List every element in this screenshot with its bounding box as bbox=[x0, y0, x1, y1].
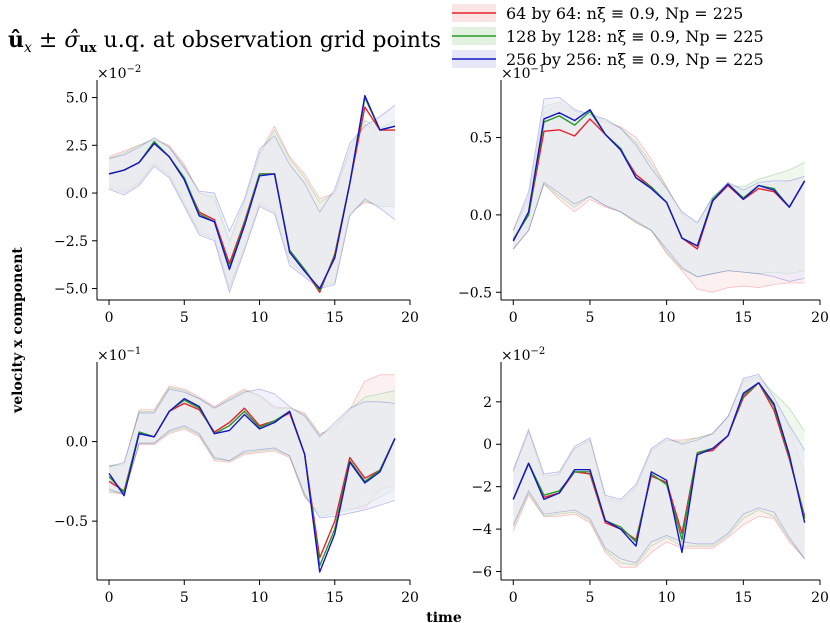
x-tick-label: 5 bbox=[180, 310, 189, 326]
x-tick-label: 5 bbox=[180, 590, 189, 606]
x-tick-label: 5 bbox=[585, 310, 594, 326]
plot-area bbox=[108, 374, 396, 573]
y-tick-label: 0.5 bbox=[470, 131, 492, 147]
y-tick-label: −6 bbox=[471, 565, 492, 581]
lower-bound-line bbox=[512, 494, 805, 568]
plot-area bbox=[512, 96, 806, 293]
x-axis-label: time bbox=[426, 610, 462, 623]
y-axis-label: velocity x component bbox=[10, 247, 26, 414]
axis-multiplier: ×10−1 bbox=[97, 346, 141, 364]
upper-bound-line bbox=[108, 104, 396, 233]
plot-area bbox=[512, 373, 806, 568]
subplot-panel: 0 5 10 15 20 −5.0 −2.5 0.0 2.5 5.0 ×10−2 bbox=[54, 64, 419, 326]
mean-line-256-by-256 bbox=[512, 382, 806, 554]
x-tick-label: 20 bbox=[401, 590, 419, 606]
y-tick-label: −0.5 bbox=[54, 514, 88, 530]
x-tick-label: 10 bbox=[251, 590, 269, 606]
lower-bound-line bbox=[108, 425, 396, 519]
x-tick-label: 0 bbox=[509, 310, 518, 326]
legend-label: 256 by 256: nξ ≡ 0.9, Np = 225 bbox=[506, 50, 764, 69]
lower-bound-line bbox=[512, 183, 805, 293]
axis-multiplier: ×10−1 bbox=[501, 64, 545, 82]
y-tick-label: 0.0 bbox=[470, 208, 492, 224]
axis-multiplier: ×10−2 bbox=[97, 64, 141, 82]
y-tick-label: −2.5 bbox=[54, 234, 88, 250]
figure-title: ûx ± σ̂ux u.q. at observation grid point… bbox=[8, 27, 441, 56]
y-tick-label: −5.0 bbox=[54, 282, 88, 298]
lower-bound-line bbox=[512, 490, 805, 564]
x-tick-label: 0 bbox=[509, 590, 518, 606]
subplot-panel: 0 5 10 15 20 −0.5 0.0 0.5 ×10−1 bbox=[458, 64, 829, 326]
upper-bound-line bbox=[512, 373, 806, 500]
mean-line-256-by-256 bbox=[108, 94, 396, 290]
y-tick-label: −4 bbox=[471, 522, 492, 538]
x-tick-label: 20 bbox=[811, 310, 829, 326]
uq-band-256-by-256 bbox=[513, 374, 805, 564]
x-tick-label: 15 bbox=[326, 310, 344, 326]
y-tick-label: 2.5 bbox=[66, 138, 88, 154]
uq-band-256-by-256 bbox=[513, 97, 805, 282]
legend-label: 128 by 128: nξ ≡ 0.9, Np = 225 bbox=[506, 27, 764, 46]
x-tick-label: 0 bbox=[105, 310, 114, 326]
y-tick-label: −2 bbox=[471, 480, 492, 496]
y-tick-label: 5.0 bbox=[66, 91, 88, 107]
y-tick-label: 0.0 bbox=[66, 435, 88, 451]
x-tick-label: 15 bbox=[734, 590, 752, 606]
x-tick-label: 15 bbox=[734, 310, 752, 326]
x-tick-label: 10 bbox=[658, 590, 676, 606]
y-tick-label: −0.5 bbox=[458, 285, 492, 301]
uq-band-256-by-256 bbox=[109, 389, 395, 518]
x-tick-label: 10 bbox=[658, 310, 676, 326]
mean-line-256-by-256 bbox=[108, 397, 396, 573]
legend-label: 64 by 64: nξ ≡ 0.9, Np = 225 bbox=[506, 4, 743, 23]
lower-bound-line bbox=[108, 165, 396, 294]
subplot-panel: 0 5 10 15 20 −6 −4 −2 0 2 ×10−2 bbox=[471, 346, 829, 606]
y-tick-label: 0.0 bbox=[66, 186, 88, 202]
upper-bound-line bbox=[512, 96, 805, 231]
y-tick-label: 0 bbox=[483, 437, 492, 453]
x-tick-label: 20 bbox=[401, 310, 419, 326]
subplot-grid: 0 5 10 15 20−5.0−2.50.02.55.0×10−20 5 10 15 20−0… bbox=[54, 64, 829, 606]
x-tick-label: 15 bbox=[326, 590, 344, 606]
x-tick-label: 0 bbox=[105, 590, 114, 606]
y-tick-label: 2 bbox=[483, 395, 492, 411]
subplot-panel: 0 5 10 15 20 −0.5 0.0 ×10−1 bbox=[54, 346, 419, 606]
lower-bound-line bbox=[512, 492, 805, 566]
legend: 64 by 64: nξ ≡ 0.9, Np = 225 128 by 128: … bbox=[452, 4, 764, 69]
x-tick-label: 20 bbox=[811, 590, 829, 606]
axis-multiplier: ×10−2 bbox=[501, 346, 545, 364]
upper-bound-line bbox=[108, 388, 395, 468]
plot-area bbox=[108, 94, 396, 294]
x-tick-label: 5 bbox=[585, 590, 594, 606]
mean-line-256-by-256 bbox=[512, 108, 806, 247]
x-tick-label: 10 bbox=[251, 310, 269, 326]
lower-bound-line bbox=[512, 181, 805, 282]
